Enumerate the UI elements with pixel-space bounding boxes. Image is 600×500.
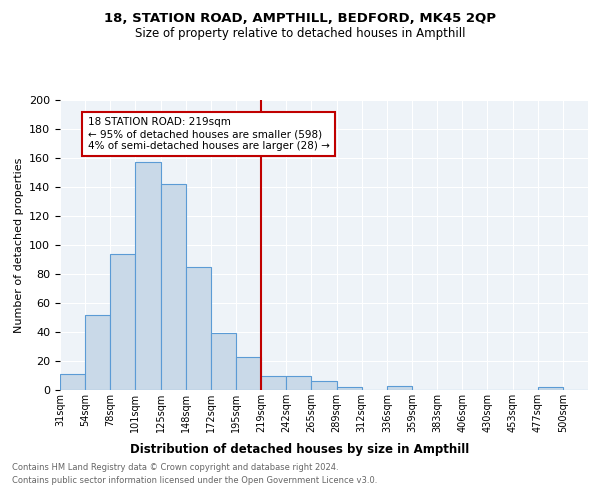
Bar — [337, 387, 362, 390]
Text: Size of property relative to detached houses in Ampthill: Size of property relative to detached ho… — [135, 28, 465, 40]
Bar — [387, 386, 412, 390]
Bar — [236, 356, 261, 390]
Y-axis label: Number of detached properties: Number of detached properties — [14, 158, 23, 332]
Text: Contains HM Land Registry data © Crown copyright and database right 2024.: Contains HM Land Registry data © Crown c… — [12, 464, 338, 472]
Bar — [211, 334, 236, 390]
Text: Distribution of detached houses by size in Ampthill: Distribution of detached houses by size … — [130, 442, 470, 456]
Bar — [186, 267, 211, 390]
Bar — [161, 184, 186, 390]
Bar — [60, 374, 85, 390]
Text: 18, STATION ROAD, AMPTHILL, BEDFORD, MK45 2QP: 18, STATION ROAD, AMPTHILL, BEDFORD, MK4… — [104, 12, 496, 26]
Bar — [311, 382, 337, 390]
Bar — [538, 387, 563, 390]
Bar — [85, 314, 110, 390]
Bar — [261, 376, 286, 390]
Text: Contains public sector information licensed under the Open Government Licence v3: Contains public sector information licen… — [12, 476, 377, 485]
Text: 18 STATION ROAD: 219sqm
← 95% of detached houses are smaller (598)
4% of semi-de: 18 STATION ROAD: 219sqm ← 95% of detache… — [88, 118, 329, 150]
Bar — [110, 254, 136, 390]
Bar — [136, 162, 161, 390]
Bar — [286, 376, 311, 390]
